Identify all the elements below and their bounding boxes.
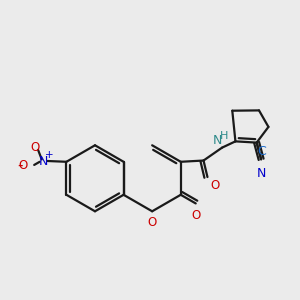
Text: O: O — [192, 209, 201, 222]
Text: O: O — [19, 159, 28, 172]
Text: O: O — [210, 179, 220, 192]
Text: O: O — [148, 216, 157, 229]
Text: C: C — [257, 145, 266, 158]
Text: O: O — [30, 141, 40, 154]
Text: N: N — [213, 134, 222, 147]
Text: N: N — [256, 167, 266, 180]
Text: -: - — [17, 158, 23, 172]
Text: H: H — [220, 131, 228, 141]
Text: +: + — [45, 150, 54, 160]
Text: N: N — [39, 154, 48, 167]
